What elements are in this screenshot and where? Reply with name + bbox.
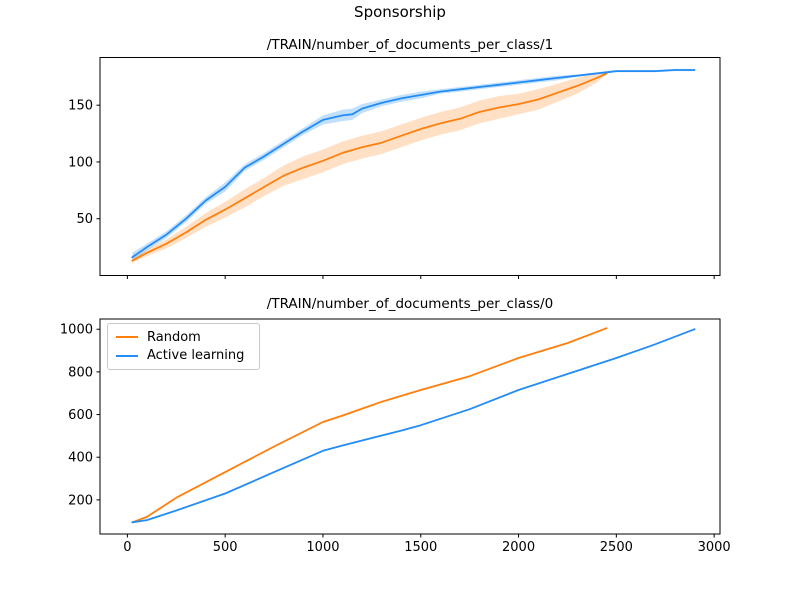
legend-label-random: Random — [147, 329, 201, 345]
y-tick-label: 600 — [68, 408, 93, 423]
x-tick-label: 1000 — [306, 540, 339, 555]
x-tick-label: 2500 — [600, 540, 633, 555]
subplot-bottom-title: /TRAIN/number_of_documents_per_class/0 — [266, 296, 554, 312]
random-line-swatch — [116, 336, 138, 339]
y-tick-label: 1000 — [60, 323, 93, 338]
subplot-top-title: /TRAIN/number_of_documents_per_class/1 — [266, 37, 554, 53]
subplot-train-docs-class-1: 50 100 150 — [68, 57, 721, 279]
subplot-train-docs-class-0: 0 500 1000 1500 2000 2500 3000 200 400 600 800 1000 — [60, 318, 731, 555]
x-tick-label: 0 — [123, 540, 131, 555]
active-learning-band — [132, 68, 695, 262]
random-line — [131, 327, 608, 524]
y-tick-label: 400 — [68, 451, 93, 466]
legend-label-active-learning: Active learning — [147, 348, 245, 364]
y-tick-label: 800 — [68, 365, 93, 380]
legend: Random Active learning — [107, 323, 260, 370]
x-tick-label: 2000 — [502, 540, 535, 555]
active-learning-line-swatch — [116, 354, 138, 357]
axes-spines — [99, 318, 721, 535]
y-tick-label: 100 — [68, 155, 93, 170]
x-tick-label: 3000 — [698, 540, 731, 555]
active-learning-line — [131, 69, 696, 259]
legend-item-random: Random — [116, 330, 251, 345]
y-tick-label: 150 — [68, 99, 93, 114]
figure-title: Sponsorship — [354, 3, 446, 21]
random-band — [132, 72, 607, 263]
random-line — [131, 72, 608, 262]
axes-spines — [99, 57, 721, 276]
y-tick-label: 50 — [76, 212, 93, 227]
y-tick-label: 200 — [68, 493, 93, 508]
active-learning-line — [131, 328, 696, 524]
x-tick-label: 1500 — [404, 540, 437, 555]
x-tick-label: 500 — [213, 540, 238, 555]
legend-item-active-learning: Active learning — [116, 348, 251, 363]
